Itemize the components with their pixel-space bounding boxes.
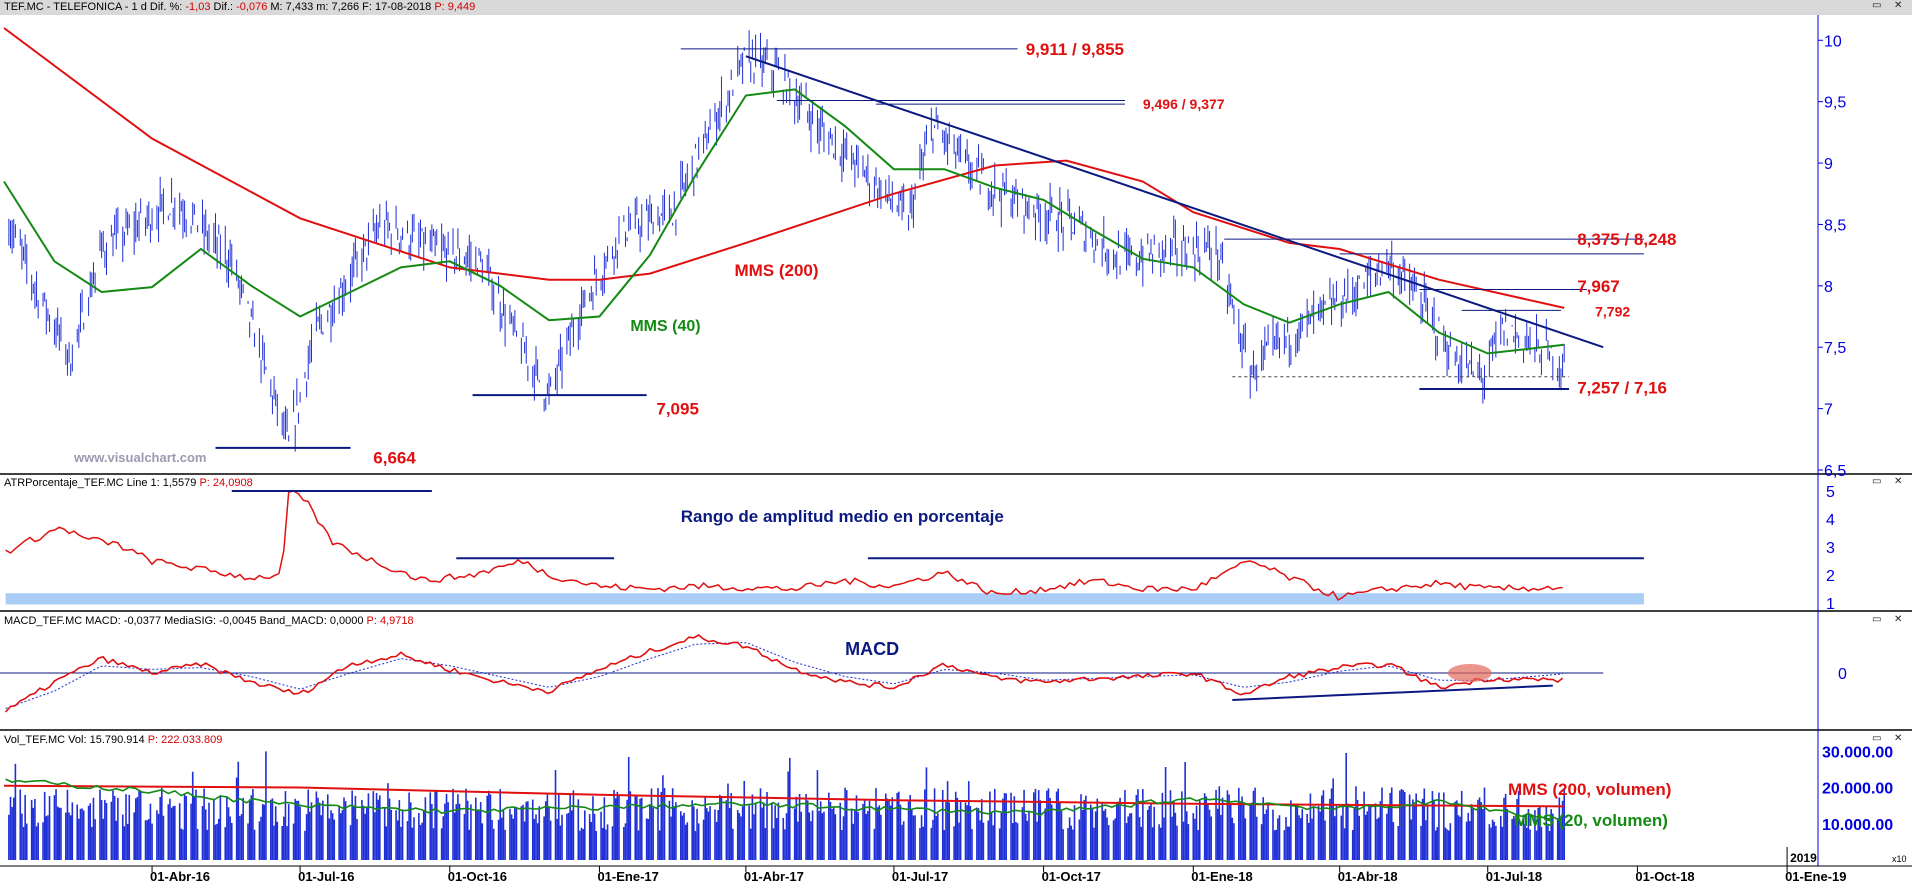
atr-annotation: Rango de amplitud medio en porcentaje (681, 507, 1004, 526)
macd-minimize-button[interactable]: ▭ (1872, 614, 1882, 625)
price-title-dif-pct: -1,03 (185, 1, 211, 13)
volume-y-tick-label: 20.000.00 (1822, 781, 1893, 798)
price-y-tick-label: 8 (1824, 279, 1833, 296)
macd-y-tick-label: 0 (1838, 666, 1847, 683)
price-minimize-button[interactable]: ▭ (1872, 0, 1882, 11)
macd-annotation: MACD (845, 639, 899, 659)
macd-title-price: P: 4,9718 (366, 615, 414, 627)
price-y-tick-label: 6,5 (1824, 463, 1846, 480)
atr-band (5, 593, 1644, 605)
price-panel-title: TEF.MC - TELEFONICA - 1 d Dif. %: -1,03 … (4, 1, 475, 13)
price-title-dif: -0,076 (236, 1, 268, 13)
macd-close-button[interactable]: ✕ (1894, 614, 1903, 625)
price-panel-header (0, 0, 1912, 15)
price-y-tick-label: 9 (1824, 156, 1833, 173)
price-annotation: MMS (40) (630, 318, 700, 335)
volume-title: Vol_TEF.MC Vol: 15.790.914 (4, 734, 145, 746)
atr-y-tick-label: 3 (1826, 540, 1835, 557)
price-title-max: M: 7,433 (270, 1, 314, 13)
macd-panel-title: MACD_TEF.MC MACD: -0,0377 MediaSIG: -0,0… (4, 615, 414, 627)
macd-title: MACD_TEF.MC MACD: -0,0377 MediaSIG: -0,0… (4, 615, 364, 627)
price-trendline (745, 55, 1604, 349)
price-title-dif-pct-label: Dif. %: (149, 1, 183, 13)
price-y-tick-label: 7,5 (1824, 340, 1846, 357)
macd-signal-line (5, 641, 1563, 709)
price-annotation: 9,496 / 9,377 (1143, 96, 1225, 112)
macd-highlight (1447, 664, 1492, 682)
price-close-button[interactable]: ✕ (1894, 0, 1903, 11)
price-annotation: MMS (200) (734, 261, 818, 280)
x-tick-label: 01-Oct-18 (1635, 869, 1694, 883)
price-title-min: m: 7,266 (316, 1, 360, 13)
atr-line (5, 490, 1563, 602)
volume-y-tick-label: 10.000.00 (1822, 817, 1893, 834)
x-tick-label: 01-Abr-16 (150, 869, 210, 883)
atr-title-price: P: 24,0908 (199, 477, 253, 489)
price-title-dif-label: Dif.: (213, 1, 234, 13)
atr-panel-title: ATRPorcentaje_TEF.MC Line 1: 1,5579 P: 2… (4, 477, 253, 489)
x-tick-label: 01-Ene-17 (597, 869, 658, 883)
price-y-tick-label: 10 (1824, 33, 1842, 50)
mms40-line (3, 88, 1565, 355)
atr-close-button[interactable]: ✕ (1894, 476, 1903, 487)
x-tick-label: 01-Ene-19 (1785, 869, 1846, 883)
volume-minimize-button[interactable]: ▭ (1872, 733, 1882, 744)
atr-y-tick-label: 2 (1826, 568, 1835, 585)
volume-mms200-label: MMS (200, volumen) (1508, 780, 1671, 799)
x-tick-label: 01-Oct-17 (1042, 869, 1101, 883)
x-tick-label: 01-Oct-16 (448, 869, 507, 883)
price-annotation: 7,792 (1595, 303, 1630, 319)
volume-close-button[interactable]: ✕ (1894, 733, 1903, 744)
volume-mms20-line (5, 778, 1562, 822)
atr-y-tick-label: 1 (1826, 596, 1835, 613)
price-annotation: 7,095 (656, 400, 699, 419)
x-tick-label: 01-Jul-18 (1486, 869, 1542, 883)
price-title-price: P: 9,449 (434, 1, 476, 13)
volume-mms20-label: MMS (20, volumen) (1514, 811, 1668, 830)
price-title-symbol: TEF.MC - TELEFONICA - 1 d (4, 1, 147, 13)
price-annotation: 6,664 (373, 449, 416, 468)
volume-y-tick-label: 30.000.00 (1822, 744, 1893, 761)
price-y-tick-label: 9,5 (1824, 95, 1846, 112)
price-annotation: 8,375 / 8,248 (1577, 230, 1676, 249)
volume-panel-title: Vol_TEF.MC Vol: 15.790.914 P: 222.033.80… (4, 734, 222, 746)
watermark: www.visualchart.com (73, 450, 206, 465)
price-y-tick-label: 8,5 (1824, 217, 1846, 234)
year-marker-label: 2019 (1790, 851, 1817, 865)
x-tick-label: 01-Jul-17 (892, 869, 948, 883)
mms200-line (3, 27, 1565, 309)
price-title-date: F: 17-08-2018 (362, 1, 432, 13)
atr-minimize-button[interactable]: ▭ (1872, 476, 1882, 487)
price-y-tick-label: 7 (1824, 402, 1833, 419)
price-annotation: 7,967 (1577, 277, 1620, 296)
price-annotation: 7,257 / 7,16 (1577, 379, 1667, 398)
atr-y-tick-label: 5 (1826, 484, 1835, 501)
x-tick-label: 01-Abr-18 (1338, 869, 1398, 883)
price-annotation: 9,911 / 9,855 (1026, 40, 1124, 59)
x-tick-label: 01-Ene-18 (1191, 869, 1252, 883)
macd-trendline (1232, 684, 1553, 701)
atr-title: ATRPorcentaje_TEF.MC Line 1: 1,5579 (4, 477, 197, 489)
chart-frame (0, 15, 1912, 867)
x-tick-label: 01-Jul-16 (298, 869, 354, 883)
macd-line (5, 634, 1564, 713)
volume-scale-marker: x10 (1892, 854, 1907, 864)
x-tick-label: 01-Abr-17 (744, 869, 804, 883)
volume-title-price: P: 222.033.809 (147, 734, 223, 746)
atr-y-tick-label: 4 (1826, 512, 1835, 529)
